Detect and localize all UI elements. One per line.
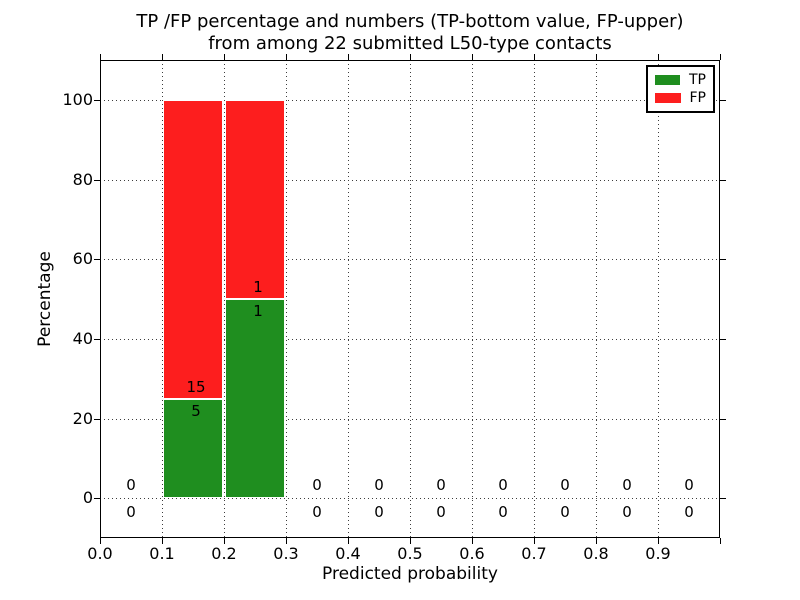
- x-axis-tick-bottom: [100, 538, 101, 544]
- fp-count-label: 0: [436, 476, 446, 495]
- x-tick-label: 0.3: [273, 544, 299, 563]
- gridline-vertical: [596, 60, 597, 538]
- y-tick-label: 20: [72, 408, 93, 428]
- y-axis-tick-left: [94, 498, 100, 500]
- x-tick-label: 0.1: [149, 544, 175, 563]
- bar-segment-tp: [163, 398, 223, 499]
- x-axis-tick-bottom: [286, 538, 287, 544]
- y-tick-label: 100: [62, 89, 93, 109]
- x-axis-tick-top: [596, 54, 597, 60]
- x-axis-tick-top: [286, 54, 287, 60]
- y-axis-tick-left: [94, 418, 100, 420]
- gridline-vertical: [658, 60, 659, 538]
- y-tick-label: 40: [72, 328, 93, 348]
- x-tick-label: 0.9: [645, 544, 671, 563]
- y-axis-tick-left: [94, 259, 100, 261]
- bar-segment-tp: [225, 299, 285, 499]
- tp-count-label: 0: [560, 503, 570, 522]
- fp-count-label: 1: [253, 278, 263, 296]
- x-axis-tick-bottom: [410, 538, 411, 544]
- chart-title-line1: TP /FP percentage and numbers (TP-bottom…: [136, 11, 684, 32]
- gridline-vertical: [162, 60, 163, 538]
- tp-count-label: 0: [126, 503, 136, 522]
- tp-count-label: 0: [436, 503, 446, 522]
- y-axis-tick-right: [720, 259, 726, 261]
- y-tick-label: 80: [72, 169, 93, 189]
- y-axis-tick-right: [720, 498, 726, 500]
- x-tick-label: 0.0: [87, 544, 113, 563]
- gridline-vertical: [348, 60, 349, 538]
- x-tick-label: 0.4: [335, 544, 361, 563]
- gridline-vertical: [286, 60, 287, 538]
- tp-count-label: 1: [253, 302, 263, 320]
- tp-count-label: 0: [312, 503, 322, 522]
- legend-item-fp: FP: [655, 91, 706, 105]
- x-axis-tick-top: [224, 54, 225, 60]
- legend: TP FP: [646, 65, 715, 113]
- gridline-vertical: [224, 60, 225, 538]
- y-axis-tick-right: [720, 179, 726, 181]
- gridline-vertical: [534, 60, 535, 538]
- x-axis-tick-top: [472, 54, 473, 60]
- tp-count-label: 0: [374, 503, 384, 522]
- chart-title: TP /FP percentage and numbers (TP-bottom…: [100, 11, 720, 55]
- legend-label-tp: TP: [689, 72, 706, 88]
- fp-count-label: 0: [312, 476, 322, 495]
- x-tick-label: 0.2: [211, 544, 237, 563]
- x-axis-tick-bottom: [348, 538, 349, 544]
- fp-count-label: 0: [374, 476, 384, 495]
- x-axis-label: Predicted probability: [322, 564, 498, 584]
- gridline-vertical: [410, 60, 411, 538]
- tp-count-label: 0: [684, 503, 694, 522]
- bar-segment-fp: [225, 99, 285, 299]
- fp-color-swatch: [655, 93, 681, 103]
- x-axis-tick-bottom: [224, 538, 225, 544]
- y-tick-label: 0: [82, 488, 93, 508]
- x-axis-tick-top: [720, 54, 721, 60]
- y-axis-tick-left: [94, 99, 100, 101]
- fp-count-label: 0: [622, 476, 632, 495]
- tp-color-swatch: [655, 75, 680, 85]
- x-axis-tick-top: [100, 54, 101, 60]
- x-axis-tick-top: [410, 54, 411, 60]
- x-axis-tick-top: [162, 54, 163, 60]
- fp-count-label: 0: [684, 476, 694, 495]
- fp-count-label: 0: [498, 476, 508, 495]
- legend-label-fp: FP: [689, 90, 707, 106]
- fp-count-label: 0: [126, 476, 136, 495]
- x-tick-label: 0.6: [459, 544, 485, 563]
- x-axis-tick-bottom: [472, 538, 473, 544]
- x-axis-tick-top: [534, 54, 535, 60]
- tp-count-label: 0: [498, 503, 508, 522]
- y-axis-tick-right: [720, 418, 726, 420]
- x-axis-tick-bottom: [534, 538, 535, 544]
- x-axis-tick-top: [658, 54, 659, 60]
- y-axis-tick-right: [720, 338, 726, 340]
- chart-title-line2: from among 22 submitted L50-type contact…: [208, 33, 612, 54]
- x-axis-tick-bottom: [162, 538, 163, 544]
- bar-segment-fp: [163, 99, 223, 399]
- x-tick-label: 0.5: [397, 544, 423, 563]
- y-axis-tick-right: [720, 99, 726, 101]
- tp-count-label: 5: [191, 401, 201, 420]
- y-tick-label: 60: [72, 249, 93, 269]
- legend-item-tp: TP: [655, 73, 706, 87]
- fp-count-label: 0: [560, 476, 570, 495]
- x-axis-tick-top: [348, 54, 349, 60]
- x-axis-tick-bottom: [596, 538, 597, 544]
- x-tick-label: 0.7: [521, 544, 547, 563]
- fp-count-label: 15: [186, 377, 206, 396]
- x-tick-label: 0.8: [583, 544, 609, 563]
- x-axis-tick-bottom: [720, 538, 721, 544]
- y-axis-tick-left: [94, 179, 100, 181]
- gridline-vertical: [472, 60, 473, 538]
- y-axis-tick-left: [94, 338, 100, 340]
- x-axis-tick-bottom: [658, 538, 659, 544]
- tp-count-label: 0: [622, 503, 632, 522]
